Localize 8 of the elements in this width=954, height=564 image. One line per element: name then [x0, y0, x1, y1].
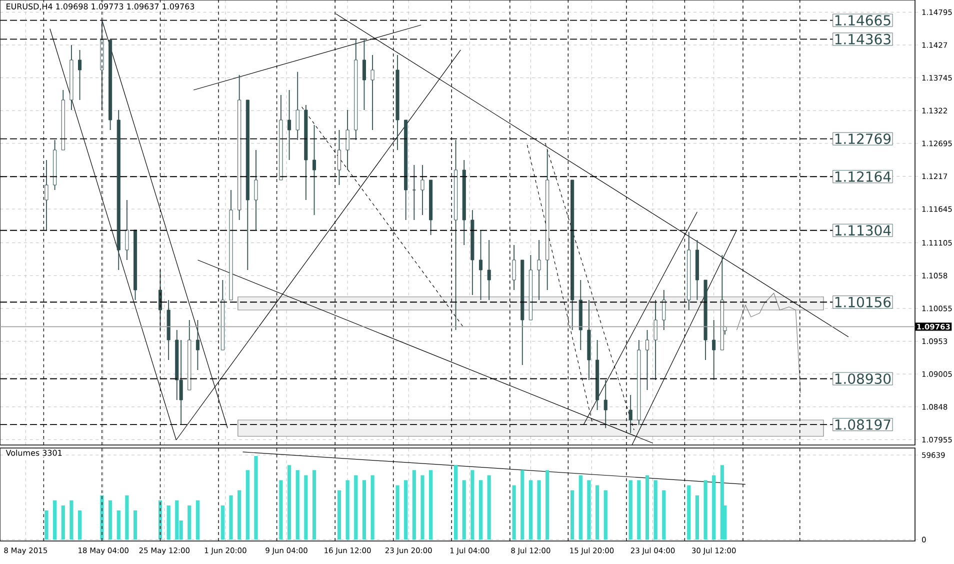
ref-line-label: 1.10156	[835, 296, 891, 308]
ref-line-label: 1.08930	[835, 373, 891, 384]
ref-line-label: 1.14363	[835, 34, 890, 44]
ref-line-label: 1.12164	[835, 171, 891, 182]
ref-line-label: 1.12769	[835, 134, 891, 144]
ref-line-label: 1.11304	[835, 225, 891, 236]
ref-line-label: 1.14665	[835, 15, 890, 26]
ref-line-label: 1.08197	[835, 419, 890, 430]
